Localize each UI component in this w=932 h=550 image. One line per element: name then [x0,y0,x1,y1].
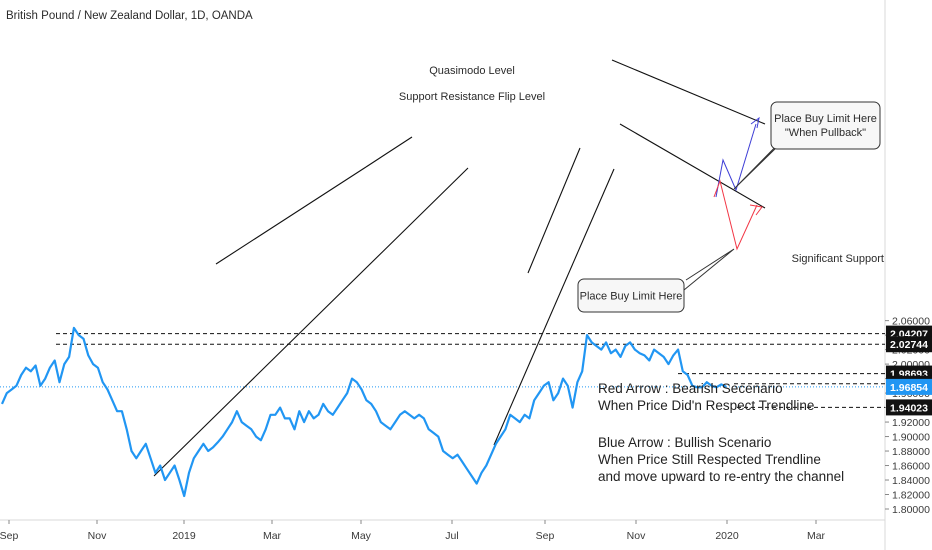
price-labels: 2.042072.027441.986931.972871.940231.968… [886,325,932,416]
trendline-steep-upper [527,147,581,274]
scenario-arrows [713,116,763,251]
current-price-label: 1.96854 [890,382,928,394]
note-red-1: Red Arrow : Bearish Secenario [598,381,783,396]
scenario-notes: Red Arrow : Bearish Secenario When Price… [598,381,844,484]
callout-text: Place Buy Limit Here [580,291,683,303]
x-tick-label: 2020 [715,530,739,542]
horizontal-levels [0,333,885,408]
blue-arrow-head [750,116,760,129]
level-name-quasimodo: Quasimodo Level [429,65,515,77]
x-tick-label: Sep [0,530,18,542]
callout-pointer [683,248,735,291]
x-tick-label: Jul [445,530,458,542]
y-tick-label: 1.80000 [892,504,930,516]
price-series-line [0,326,727,498]
trendline-upper-2019-ext [365,136,413,168]
x-tick-label: Nov [627,530,646,542]
chart-title: British Pound / New Zealand Dollar, 1D, … [6,10,253,22]
level-price-box [886,336,932,353]
level-names: Quasimodo Level Support Resistance Flip … [399,65,884,265]
trendline-upper-2019 [215,166,367,265]
level-name-flip: Support Resistance Flip Level [399,91,545,103]
note-blue-2: When Price Still Respected Trendline [598,452,821,467]
red-arrow-path [713,179,758,251]
level-price-box [886,399,932,416]
x-tick-label: Sep [536,530,555,542]
level-name-significant-support: Significant Support [792,253,884,265]
channel-upper-line [611,59,766,125]
current-price-box [886,378,932,395]
blue-arrow-path [715,123,757,198]
y-tick-label: 1.90000 [892,432,930,444]
callout-box [770,101,881,150]
callout-buy-limit-pullback: Place Buy Limit Here "When Pullback" [733,101,881,190]
x-tick-label: May [351,530,372,542]
x-tick-label: Mar [807,530,826,542]
level-price-label: 2.02744 [890,339,928,351]
callout-box [577,278,685,313]
y-tick-label: 1.86000 [892,461,930,473]
level-price-label: 1.94023 [890,402,928,414]
callout-text-line2: "When Pullback" [785,127,866,139]
y-tick-label: 1.84000 [892,475,930,487]
y-tick-label: 2.06000 [892,316,930,328]
trendline-steep-lower [493,168,615,446]
note-blue-1: Blue Arrow : Bullish Scenario [598,435,771,450]
x-tick-label: 2019 [172,530,196,542]
y-tick-label: 1.92000 [892,417,930,429]
y-tick-label: 1.82000 [892,490,930,502]
x-tick-label: Mar [263,530,282,542]
x-axis-ticks: Sep Nov 2019 Mar May Jul Sep Nov 2020 Mar [0,520,826,542]
trendlines [153,59,766,477]
y-tick-label: 1.88000 [892,446,930,458]
red-arrow-head [749,204,763,216]
channel-lower-line [619,123,766,209]
note-blue-3: and move upward to re-entry the channel [598,469,844,484]
note-red-2: When Price Did'n Respect Trendline [598,398,814,413]
x-tick-label: Nov [88,530,107,542]
callout-text-line1: Place Buy Limit Here [774,113,877,125]
callout-buy-limit: Place Buy Limit Here [577,248,735,313]
trendline-lower-2019 [153,167,469,477]
